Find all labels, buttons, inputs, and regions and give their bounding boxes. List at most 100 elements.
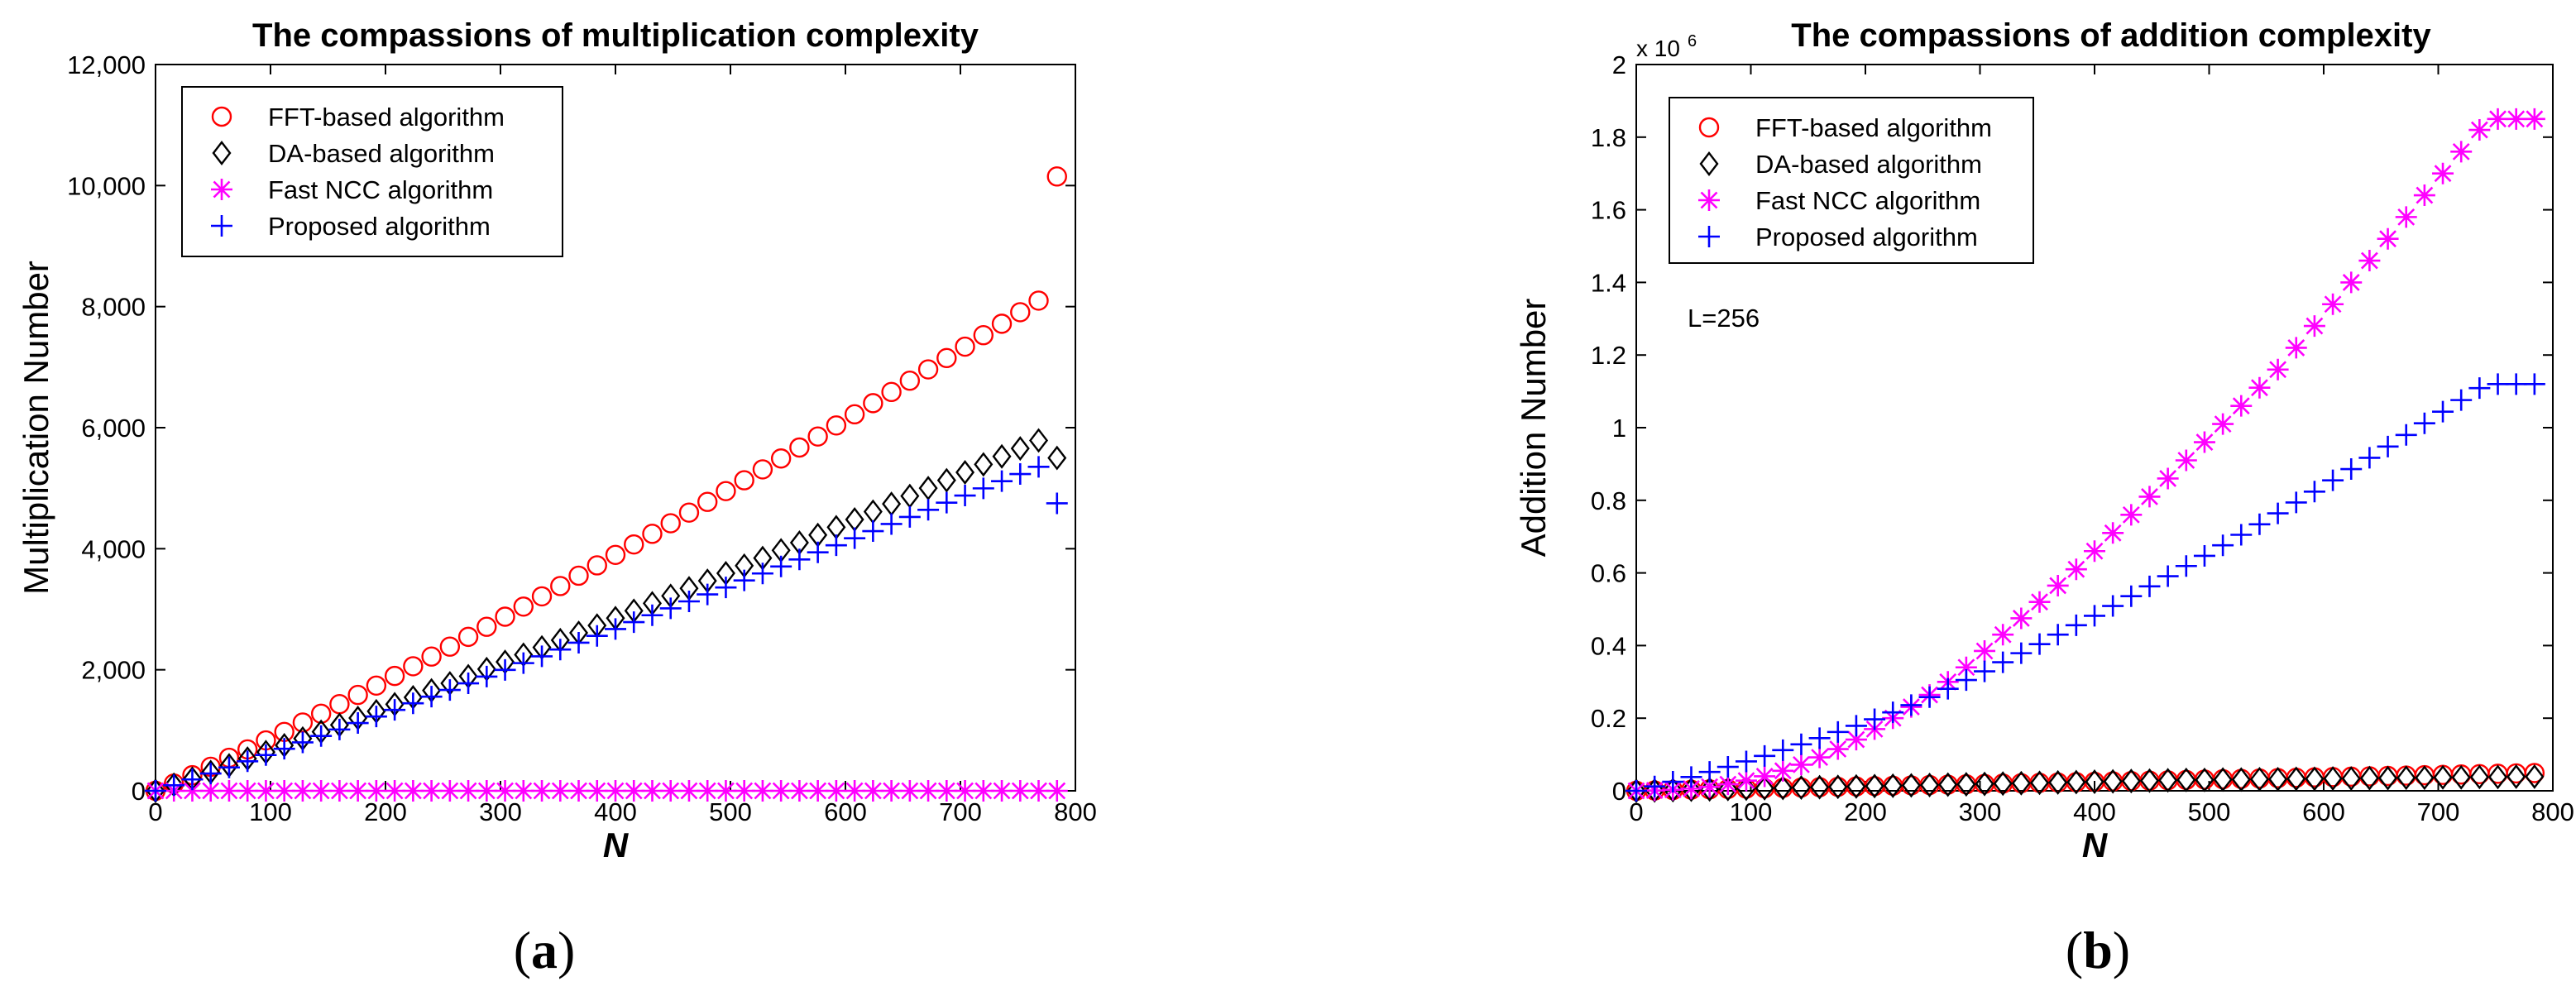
x-tick-label: 600 xyxy=(2302,797,2345,826)
chart-title: The compassions of multiplication comple… xyxy=(252,17,979,54)
caption-paren-close: ) xyxy=(2113,921,2130,979)
data-point xyxy=(1773,775,1793,801)
legend-label: DA-based algorithm xyxy=(1755,150,1982,179)
data-point xyxy=(2378,765,2398,791)
data-point xyxy=(1956,772,1976,797)
data-point xyxy=(567,780,590,802)
data-point xyxy=(678,502,700,523)
data-point xyxy=(917,780,940,802)
data-point xyxy=(2267,502,2289,524)
data-point xyxy=(2066,769,2086,795)
data-point xyxy=(347,712,369,735)
data-point xyxy=(2248,513,2271,535)
data-point xyxy=(2176,769,2197,791)
data-point xyxy=(531,586,553,607)
data-point xyxy=(900,483,920,509)
data-point xyxy=(2267,358,2289,381)
x-axis-label: N xyxy=(603,826,630,864)
data-point xyxy=(991,780,1013,802)
data-point xyxy=(1937,677,1959,700)
legend: FFT-based algorithm DA-based algorithm Fas… xyxy=(181,86,563,257)
data-point xyxy=(2230,395,2253,417)
data-point xyxy=(2323,766,2343,792)
data-point xyxy=(365,780,387,802)
data-point xyxy=(587,555,607,576)
y-tick-label: 1.8 xyxy=(1591,123,1626,152)
data-point xyxy=(2048,769,2068,795)
data-point xyxy=(476,665,498,687)
data-point xyxy=(2340,458,2363,481)
data-point xyxy=(2231,767,2251,792)
data-point xyxy=(531,780,553,802)
data-point xyxy=(1047,445,1067,471)
x-tick-label: 400 xyxy=(594,797,637,826)
data-point xyxy=(1920,773,1940,797)
x-tick-label: 400 xyxy=(2073,797,2116,826)
data-point xyxy=(605,618,626,640)
data-point xyxy=(1046,492,1068,515)
data-point xyxy=(2121,768,2141,794)
x-tick-label: 500 xyxy=(709,797,752,826)
y-tick-label: 10,000 xyxy=(67,171,146,200)
x-tick-label: 0 xyxy=(1629,797,1643,826)
x-tick-label: 0 xyxy=(148,797,162,826)
data-point xyxy=(199,780,222,802)
legend-marker xyxy=(1698,226,1720,247)
data-point xyxy=(1845,715,1867,737)
data-point xyxy=(1754,765,1776,788)
data-point xyxy=(495,606,515,627)
data-point xyxy=(347,780,369,802)
x-tick-label: 800 xyxy=(1054,797,1097,826)
data-point xyxy=(1772,759,1794,782)
data-point xyxy=(2285,491,2307,514)
legend-marker xyxy=(1698,117,1720,138)
data-point xyxy=(2488,764,2508,790)
data-point xyxy=(403,656,424,677)
data-point xyxy=(402,692,424,715)
data-point xyxy=(2121,770,2142,792)
data-point xyxy=(439,636,461,657)
data-point xyxy=(974,452,994,477)
data-point xyxy=(218,780,240,802)
data-point xyxy=(716,481,736,501)
data-point xyxy=(1718,776,1738,802)
data-point xyxy=(751,780,773,802)
data-point xyxy=(2028,591,2051,613)
data-point xyxy=(476,780,498,802)
data-point xyxy=(1865,773,1884,799)
data-point xyxy=(2359,765,2379,791)
data-point xyxy=(2413,184,2435,207)
data-point xyxy=(1662,771,1684,793)
data-point xyxy=(1918,686,1941,708)
y-tick-label: 1.4 xyxy=(1591,268,1626,297)
data-point xyxy=(2029,773,2050,793)
data-point xyxy=(1698,761,1721,783)
data-point xyxy=(163,774,185,797)
data-point xyxy=(660,513,681,534)
data-point xyxy=(1864,708,1886,730)
data-point xyxy=(936,491,958,514)
data-point xyxy=(2157,565,2179,587)
data-point xyxy=(715,577,737,599)
data-point xyxy=(1644,775,1666,797)
data-point xyxy=(1827,776,1848,797)
data-point xyxy=(1717,756,1739,778)
data-point xyxy=(1772,739,1794,761)
data-point xyxy=(1029,428,1049,453)
data-point xyxy=(2212,534,2234,557)
legend-marker xyxy=(211,215,232,237)
data-point xyxy=(2103,768,2123,794)
caption-a: (a) xyxy=(514,921,576,979)
data-point xyxy=(1663,778,1683,803)
data-point xyxy=(2085,769,2104,794)
data-point xyxy=(291,731,314,754)
data-point xyxy=(2175,449,2197,472)
data-point xyxy=(568,565,589,586)
data-point xyxy=(1827,738,1849,760)
data-point xyxy=(2084,605,2105,627)
data-point xyxy=(1992,624,2014,646)
legend-marker xyxy=(211,179,232,200)
data-point xyxy=(2468,377,2491,400)
data-point xyxy=(807,780,829,802)
